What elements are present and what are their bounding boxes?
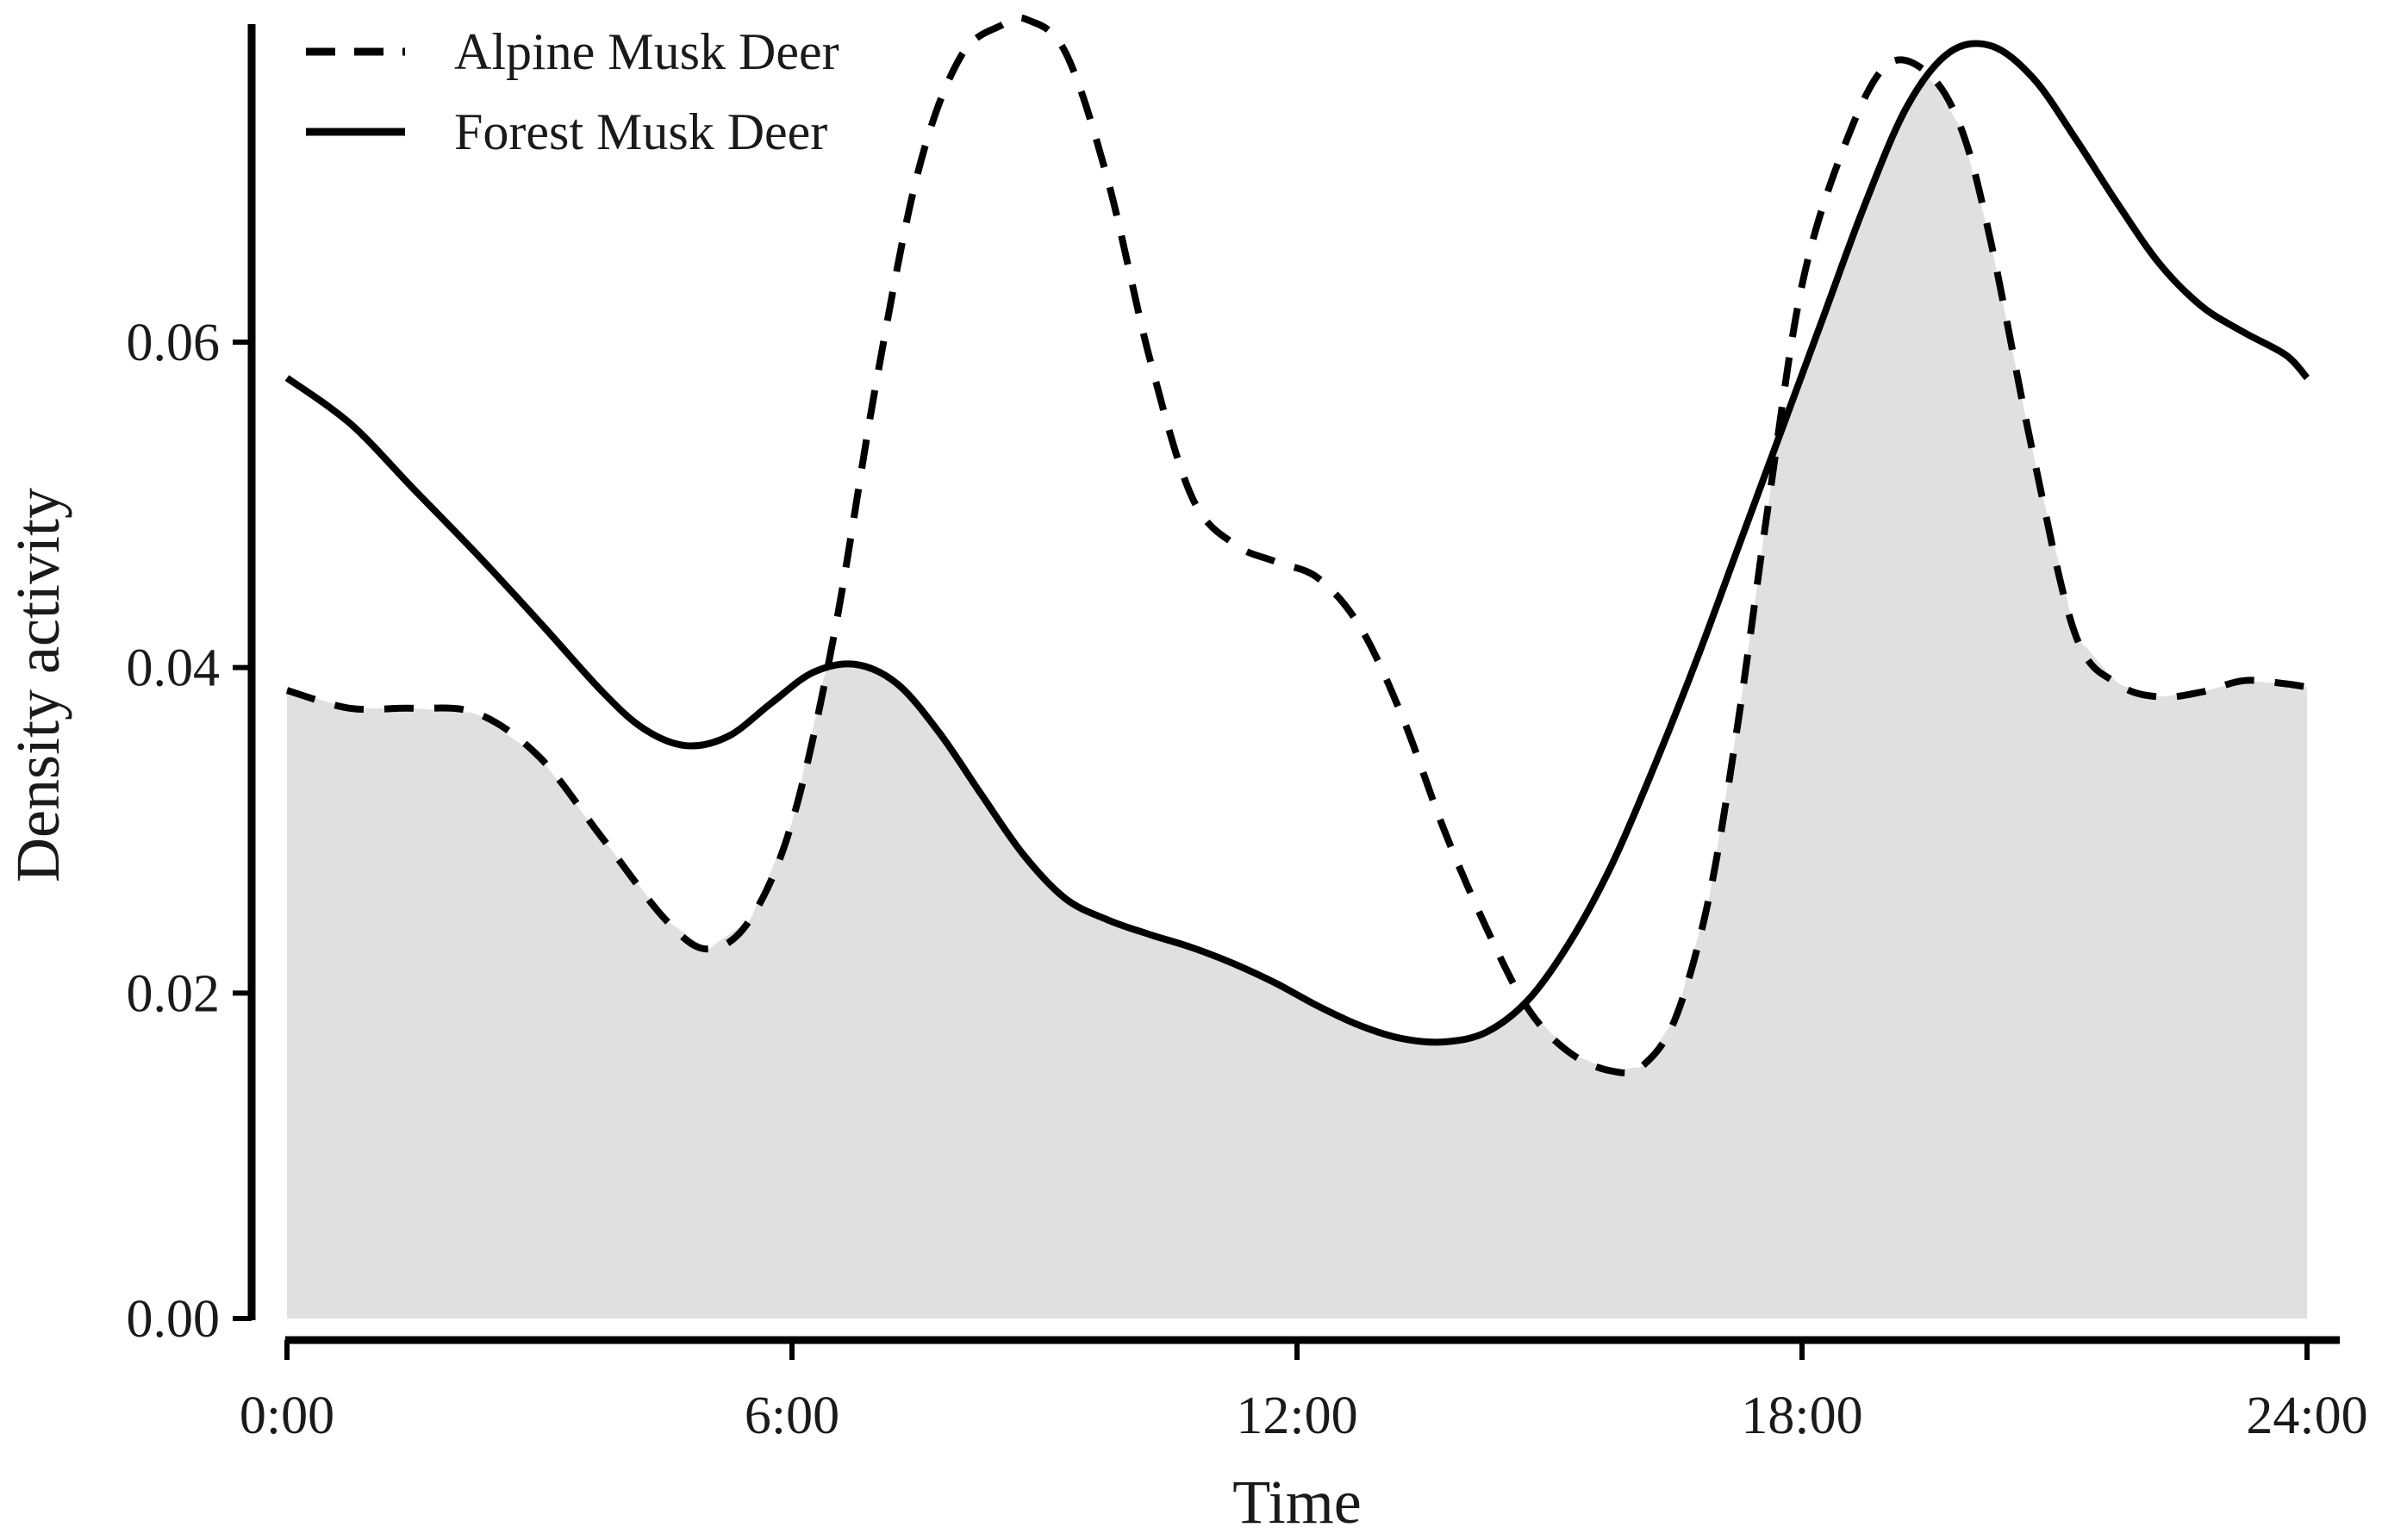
x-axis-title: Time — [1232, 1468, 1361, 1537]
series-line-alpine — [285, 14, 2308, 1077]
y-axis-title: Density activity — [3, 488, 72, 882]
plot-area — [284, 14, 2310, 1319]
axes: 0.00 0.02 0.04 0.06 0:00 6:00 12:00 18:00 24:00 — [127, 24, 2368, 1445]
series-line-forest — [284, 40, 2310, 1046]
x-tick-label: 6:00 — [745, 1387, 839, 1445]
legend-label-forest: Forest Musk Deer — [454, 103, 827, 160]
y-tick-label: 0.04 — [127, 639, 221, 698]
y-tick-label: 0.02 — [127, 964, 221, 1023]
legend-item-forest: Forest Musk Deer — [306, 103, 827, 160]
x-tick-label: 0:00 — [240, 1387, 334, 1445]
x-tick-label: 18:00 — [1741, 1387, 1862, 1445]
overlap-area — [287, 78, 2307, 1319]
y-tick-label: 0.00 — [127, 1290, 221, 1349]
y-tick-label: 0.06 — [127, 314, 221, 372]
x-tick-label: 24:00 — [2246, 1387, 2367, 1445]
legend-item-alpine: Alpine Musk Deer — [306, 23, 839, 80]
legend: Alpine Musk Deer Forest Musk Deer — [306, 23, 839, 160]
x-tick-label: 12:00 — [1236, 1387, 1357, 1445]
legend-label-alpine: Alpine Musk Deer — [454, 23, 839, 80]
